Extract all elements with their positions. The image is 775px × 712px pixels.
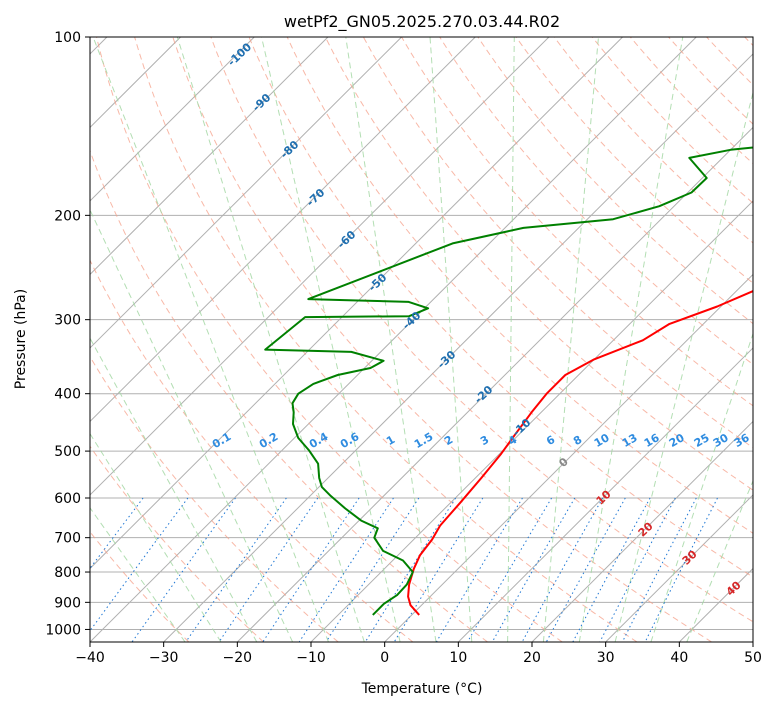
y-tick-label: 900 (54, 595, 81, 611)
x-tick-label: 40 (670, 650, 688, 666)
x-tick-label: 20 (523, 650, 541, 666)
x-tick-label: 50 (744, 650, 762, 666)
x-axis-label: Temperature (°C) (361, 681, 483, 697)
x-tick-label: 10 (449, 650, 467, 666)
y-tick-label: 300 (54, 313, 81, 329)
y-tick-label: 200 (54, 208, 81, 224)
y-tick-label: 700 (54, 531, 81, 547)
x-tick-label: −10 (296, 650, 326, 666)
y-tick-label: 100 (54, 30, 81, 46)
chart-title: wetPf2_GN05.2025.270.03.44.R02 (284, 12, 560, 32)
x-tick-label: −40 (75, 650, 105, 666)
y-tick-label: 1000 (45, 622, 81, 638)
x-tick-label: 0 (380, 650, 389, 666)
y-tick-label: 400 (54, 387, 81, 403)
x-tick-label: 30 (597, 650, 615, 666)
y-tick-label: 800 (54, 565, 81, 581)
x-tick-label: −20 (223, 650, 253, 666)
x-tick-label: −30 (149, 650, 179, 666)
y-tick-label: 600 (54, 491, 81, 507)
y-tick-label: 500 (54, 444, 81, 460)
y-axis-label: Pressure (hPa) (13, 289, 29, 389)
